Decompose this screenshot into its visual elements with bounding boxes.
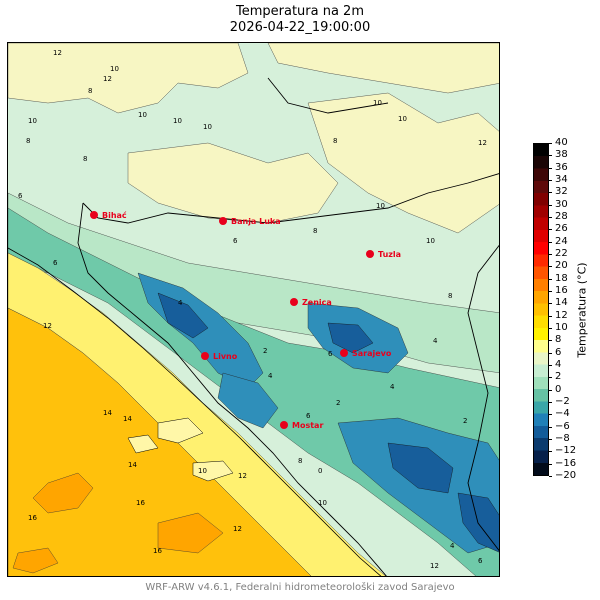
city-label: Livno [213,352,238,361]
city-mostar: Mostar [280,421,323,430]
contour-label: 10 [373,99,382,107]
contour-label: 12 [233,525,242,533]
contour-label: 8 [26,137,30,145]
contour-label: 8 [83,155,87,163]
model-credit: WRF-ARW v4.6.1, Federalni hidrometeorolo… [145,582,455,593]
contour-label: 14 [123,415,132,423]
contour-label: 8 [313,227,317,235]
contour-label: 6 [328,350,333,358]
contour-label: 6 [53,259,58,267]
contour-label: 14 [103,409,112,417]
city-bihac: Bihać [90,210,127,220]
contour-label: 8 [298,457,302,465]
contour-label: 16 [153,547,162,555]
contour-label: 4 [433,337,438,345]
contour-label: 14 [128,461,137,469]
contour-label: 10 [110,65,119,73]
contour-label: 10 [203,123,212,131]
contour-label: 8 [448,292,452,300]
city-sarajevo: Sarajevo [340,349,392,358]
city-label: Zenica [302,298,332,307]
contour-label: 10 [426,237,435,245]
contour-label: 4 [268,372,273,380]
sea-warm-islands [12,472,224,574]
cities: Bihać Banja Luka Tuzla Zenica Livno Sara… [90,210,401,430]
borders [77,77,499,576]
contour-label: 0 [318,467,322,475]
city-tuzla: Tuzla [366,250,401,259]
city-banja-luka: Banja Luka [219,217,281,226]
city-label: Bihać [102,210,127,220]
contour-label: 12 [53,49,62,57]
contour-label: 6 [478,557,483,565]
city-label: Banja Luka [231,217,281,226]
contour-label: 6 [306,412,311,420]
contour-label: 4 [178,299,183,307]
city-livno: Livno [201,352,238,361]
contour-label: 2 [263,347,267,355]
map-subtitle: 2026-04-22_19:00:00 [229,20,371,35]
map-title: Temperatura na 2m [235,4,364,19]
contour-label: 10 [198,467,207,475]
contour-label: 4 [390,383,395,391]
contour-label: 16 [136,499,145,507]
contour-labels: 12 10 8 10 10 10 8 10 10 12 8 6 8 10 10 … [18,49,487,570]
city-label: Mostar [292,421,323,430]
coastline [8,247,382,576]
contour-label: 12 [238,472,247,480]
warm-north-patches [8,43,499,234]
contour-label: 10 [138,111,147,119]
city-label: Sarajevo [352,349,392,358]
city-zenica: Zenica [290,298,332,307]
contour-label: 12 [103,75,112,83]
contour-label: 8 [88,87,92,95]
contour-label: 10 [28,117,37,125]
contour-label: 6 [18,192,23,200]
colorbar-ticks: 40 38 36 34 32 30 28 26 24 22 20 18 16 14 12 10 8 6 4 2 0 −2−… [549,137,577,481]
contour-label: 16 [28,514,37,522]
contour-label: 12 [43,322,52,330]
contour-label: 4 [450,542,455,550]
city-label: Tuzla [378,250,401,259]
contour-label: 10 [173,117,182,125]
contour-label: 10 [376,202,385,210]
colorbar [533,143,549,476]
contour-label: 12 [430,562,439,570]
temperature-map: 12 10 8 10 10 10 8 10 10 12 8 6 8 10 10 … [7,42,500,577]
islands [127,417,234,482]
contour-label: 10 [398,115,407,123]
contour-label: 8 [333,137,337,145]
contour-label: 2 [463,417,467,425]
contour-label: 6 [233,237,238,245]
contour-label: 10 [318,499,327,507]
very-cold-cores [157,292,499,553]
contour-label: 2 [336,399,340,407]
contour-label: 12 [478,139,487,147]
colorbar-label: Temperatura (°C) [575,262,589,358]
